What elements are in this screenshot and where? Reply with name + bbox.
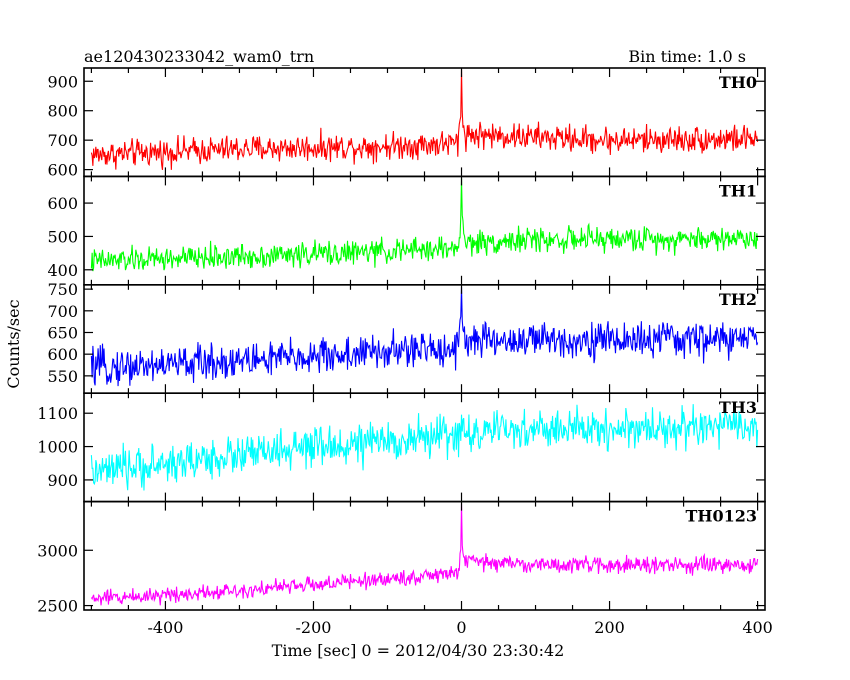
y-tick-label: 500: [47, 227, 78, 246]
y-tick-label: 1000: [37, 438, 78, 457]
y-tick-label: 400: [47, 261, 78, 280]
x-tick-label: 400: [742, 618, 773, 637]
x-axis-label: Time [sec] 0 = 2012/04/30 23:30:42: [272, 641, 565, 660]
x-tick-label: -400: [147, 618, 183, 637]
series-line-th0: [90, 69, 759, 170]
y-tick-label: 3000: [37, 541, 78, 560]
x-tick-label: 0: [456, 618, 466, 637]
panel-stack: 600 700 800 900 TH0 400 500 600 TH1 550 600 650 700 7…: [37, 67, 773, 637]
panel-frame: [83, 67, 766, 178]
panel-frame: [83, 283, 766, 394]
y-tick-label: 600: [47, 161, 78, 180]
y-tick-label: 600: [47, 345, 78, 364]
panel-label-th1: TH1: [719, 181, 757, 200]
y-tick-label: 650: [47, 323, 78, 342]
series-line-th3: [90, 404, 759, 491]
y-tick-label: 700: [47, 131, 78, 150]
y-tick-label: 900: [47, 471, 78, 490]
y-tick-label: 900: [47, 72, 78, 91]
bin-time-label: Bin time: 1.0 s: [628, 47, 746, 66]
y-tick-label: 550: [47, 367, 78, 386]
panel-frame: [83, 500, 766, 611]
panel-label-th0123: TH0123: [685, 507, 757, 526]
y-tick-label: 700: [47, 302, 78, 321]
series-line-th1: [90, 178, 759, 272]
panel-label-th0: TH0: [719, 73, 757, 92]
panel-label-th3: TH3: [719, 398, 757, 417]
x-tick-label: -200: [295, 618, 331, 637]
y-tick-label: 1100: [37, 404, 78, 423]
plot-title: ae120430233042_wam0_trn: [84, 47, 314, 66]
y-tick-label: 800: [47, 102, 78, 121]
y-axis-label: Counts/sec: [4, 299, 23, 388]
panel-label-th2: TH2: [719, 290, 757, 309]
y-tick-label: 750: [47, 280, 78, 299]
panel-frame: [83, 175, 766, 286]
series-line-th0123: [90, 503, 759, 606]
series-line-th2: [90, 286, 759, 387]
y-tick-label: 2500: [37, 597, 78, 616]
y-tick-label: 600: [47, 194, 78, 213]
x-tick-label: 200: [594, 618, 625, 637]
